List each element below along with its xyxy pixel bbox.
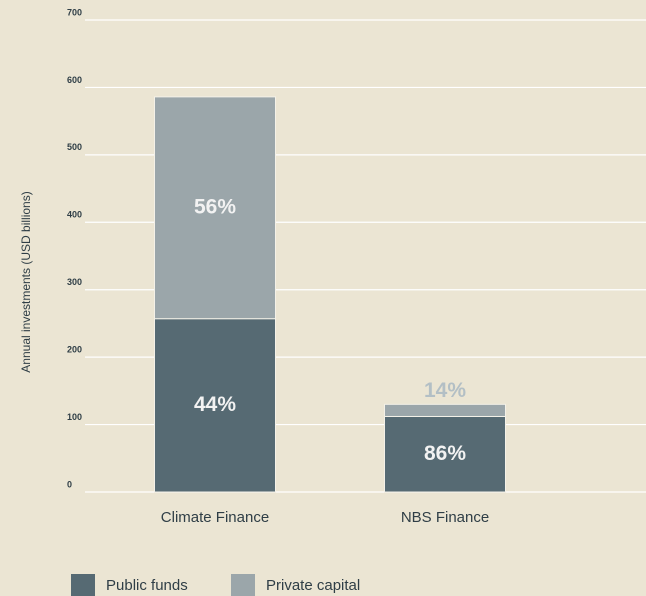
bar-segment [384, 415, 506, 493]
legend-label: Private capital [266, 577, 360, 594]
y-tick-label: 0 [67, 479, 72, 489]
bar-segment [154, 96, 276, 320]
y-tick-label: 400 [67, 210, 82, 220]
y-tick-label: 700 [67, 7, 82, 17]
y-tick-label: 500 [67, 142, 82, 152]
share-label: 56% [194, 195, 236, 218]
legend-label: Public funds [106, 577, 188, 594]
bar-segment [154, 318, 276, 493]
y-tick-label: 300 [67, 277, 82, 287]
x-tick-label: Climate Finance [161, 509, 269, 526]
y-tick-label: 600 [67, 75, 82, 85]
y-tick-label: 200 [67, 345, 82, 355]
bar-segment [384, 403, 506, 417]
legend-swatch [231, 574, 255, 596]
y-axis-label: Annual investments (USD billions) [19, 191, 33, 372]
share-label: 86% [424, 442, 466, 465]
share-label: 44% [194, 393, 236, 416]
share-label: 14% [424, 379, 466, 402]
x-tick-label: NBS Finance [401, 509, 489, 526]
y-tick-label: 100 [67, 412, 82, 422]
legend-swatch [71, 574, 95, 596]
